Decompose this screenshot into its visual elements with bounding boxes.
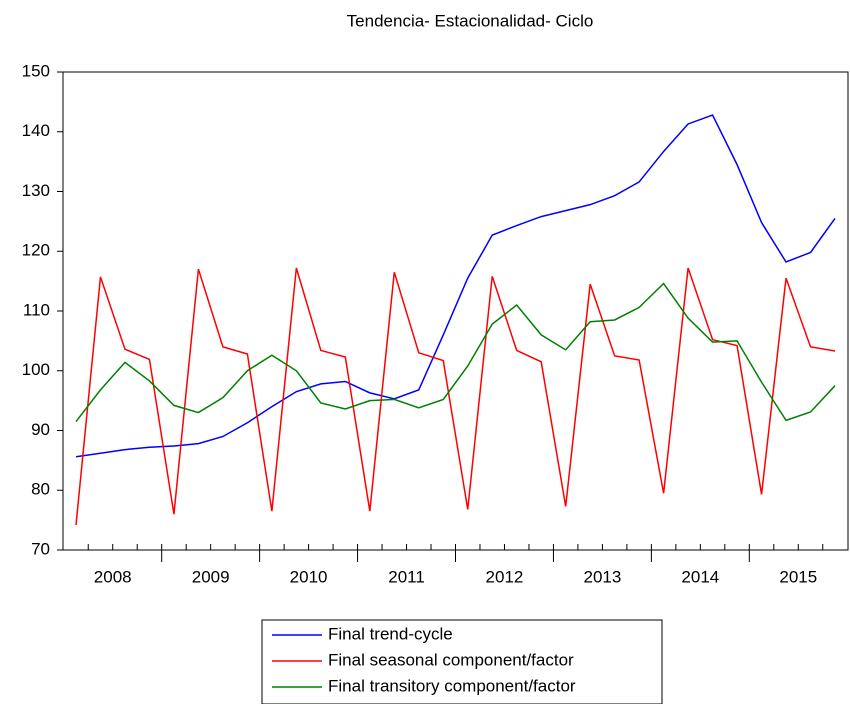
x-tick-label: 2010 [290,567,328,586]
series-line [75,114,836,458]
x-tick-label: 2013 [583,567,621,586]
y-tick-label: 90 [31,420,50,439]
y-tick-label: 150 [22,61,50,80]
x-tick-label: 2011 [388,567,425,586]
series-line [75,282,836,422]
y-tick-label: 140 [22,121,50,140]
chart-title: Tendencia- Estacionalidad- Ciclo [347,11,594,30]
y-tick-label: 120 [22,241,50,260]
legend-box [261,619,663,705]
x-tick-label: 2014 [681,567,719,586]
x-tick-label: 2012 [486,567,524,586]
y-tick-label: 100 [22,360,50,379]
x-tick-label: 2009 [192,567,230,586]
series-line [75,267,836,525]
legend-label: Final trend-cycle [328,624,453,643]
legend-label: Final transitory component/factor [328,676,576,695]
y-tick-label: 70 [31,539,50,558]
plot-frame [62,71,849,551]
y-tick-label: 130 [22,181,50,200]
x-tick-label: 2008 [94,567,132,586]
y-tick-label: 110 [23,300,50,319]
legend-label: Final seasonal component/factor [328,650,574,669]
y-tick-label: 80 [31,480,50,499]
x-tick-label: 2015 [779,567,817,586]
